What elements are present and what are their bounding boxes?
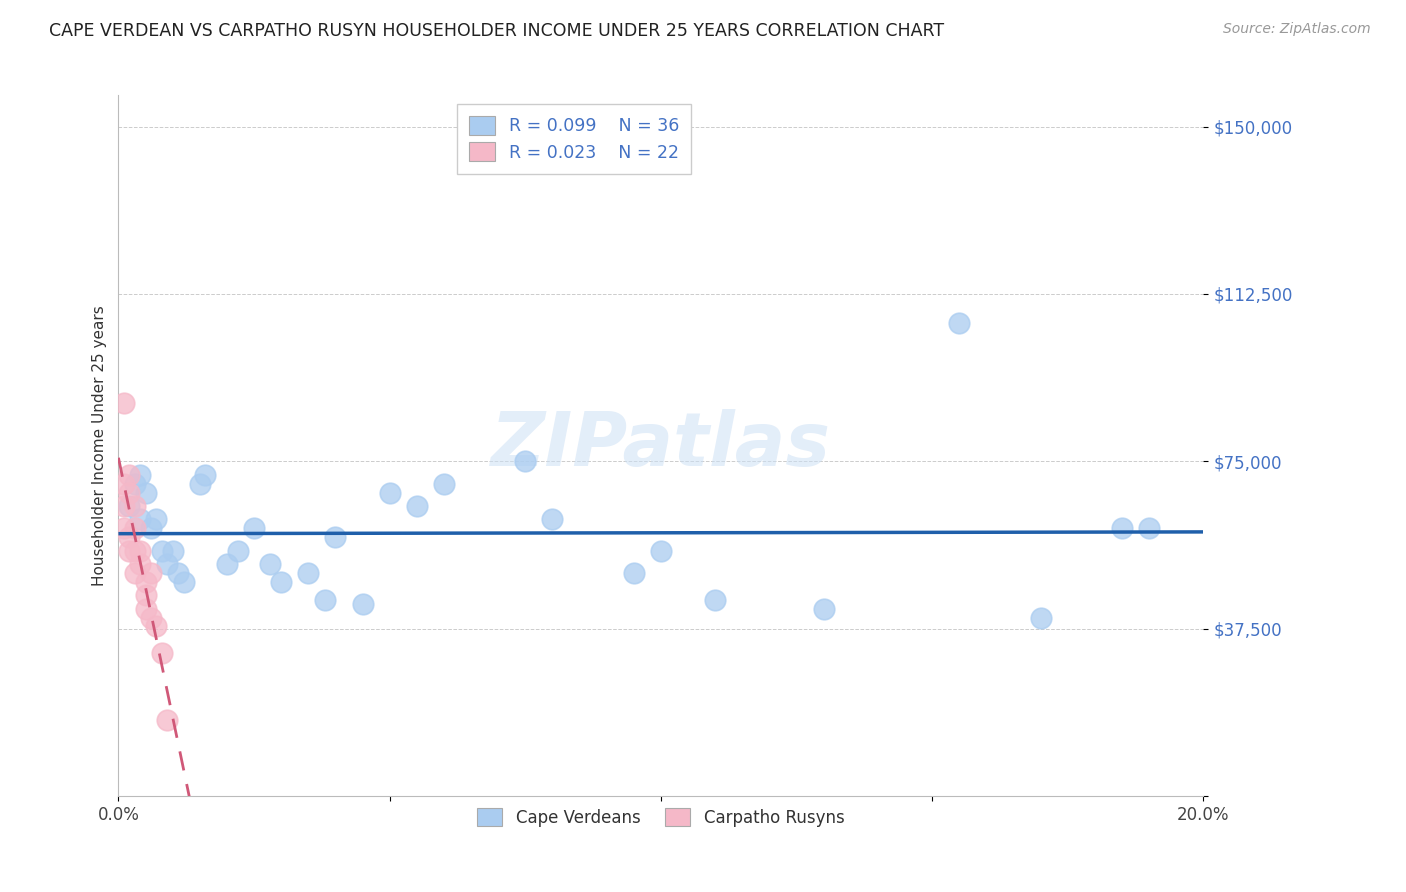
Point (162, 543, 184, 558)
Point (1137, 521, 1160, 535)
Point (129, 543, 152, 558)
Point (623, 566, 645, 580)
Point (124, 566, 146, 580)
Point (112, 476, 135, 491)
Point (145, 512, 167, 526)
Point (948, 316, 970, 330)
Point (150, 646, 173, 660)
Point (135, 601, 157, 615)
Point (297, 566, 319, 580)
Point (112, 499, 135, 513)
Legend: Cape Verdeans, Carpatho Rusyns: Cape Verdeans, Carpatho Rusyns (471, 801, 851, 833)
Point (112, 396, 135, 410)
Point (118, 485, 141, 500)
Point (112, 521, 135, 535)
Point (145, 619, 167, 633)
Point (135, 574, 157, 589)
Point (226, 543, 249, 558)
Point (167, 566, 190, 580)
Point (124, 543, 146, 558)
Point (150, 543, 173, 558)
Point (139, 521, 162, 535)
Point (433, 476, 456, 491)
Point (1029, 610, 1052, 624)
Point (405, 499, 427, 513)
Point (259, 557, 281, 571)
Point (129, 512, 152, 526)
Text: Source: ZipAtlas.com: Source: ZipAtlas.com (1223, 22, 1371, 37)
Point (129, 557, 152, 571)
Point (541, 512, 564, 526)
Point (188, 476, 211, 491)
Point (352, 597, 374, 611)
Point (1111, 521, 1133, 535)
Point (325, 530, 347, 544)
Point (118, 543, 141, 558)
Point (124, 499, 146, 513)
Point (129, 467, 152, 482)
Point (135, 485, 157, 500)
Point (156, 557, 179, 571)
Text: ZIPatlas: ZIPatlas (491, 409, 831, 483)
Y-axis label: Householder Income Under 25 years: Householder Income Under 25 years (93, 305, 107, 586)
Point (194, 467, 217, 482)
Point (139, 610, 162, 624)
Point (704, 592, 727, 607)
Point (173, 574, 195, 589)
Point (243, 521, 266, 535)
Point (124, 521, 146, 535)
Point (215, 557, 238, 571)
Point (378, 485, 401, 500)
Point (813, 601, 835, 615)
Point (118, 467, 141, 482)
Text: CAPE VERDEAN VS CARPATHO RUSYN HOUSEHOLDER INCOME UNDER 25 YEARS CORRELATION CHA: CAPE VERDEAN VS CARPATHO RUSYN HOUSEHOLD… (49, 22, 945, 40)
Point (118, 530, 141, 544)
Point (135, 588, 157, 602)
Point (314, 592, 336, 607)
Point (156, 713, 179, 727)
Point (118, 499, 141, 513)
Point (515, 454, 537, 468)
Point (124, 476, 146, 491)
Point (139, 566, 162, 580)
Point (270, 574, 292, 589)
Point (650, 543, 672, 558)
